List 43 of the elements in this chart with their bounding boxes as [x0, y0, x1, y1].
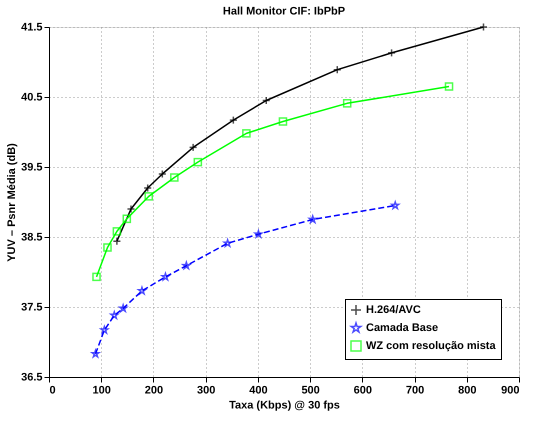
x-tick-label: 100: [92, 384, 111, 396]
point: [92, 272, 101, 282]
x-tick-label: 200: [144, 384, 164, 396]
x-tick-label: 400: [249, 384, 268, 396]
y-axis-title: YUV – Psnr Média (dB): [6, 142, 18, 262]
point: [242, 129, 251, 138]
point: [229, 116, 238, 124]
y-tick-label: 38.5: [21, 232, 42, 244]
x-tick-label: 500: [301, 384, 320, 396]
x-tick-label: 700: [406, 384, 424, 396]
point: [262, 96, 271, 105]
point: [342, 99, 352, 108]
y-tick-label: 37.5: [21, 302, 42, 314]
point: [194, 158, 202, 166]
chart-title: Hall Monitor CIF: IbPbP: [222, 5, 346, 18]
point: [332, 65, 342, 74]
y-tick-label: 39.5: [21, 162, 42, 174]
point: [479, 22, 488, 32]
point: [144, 192, 154, 201]
x-tick-label: 900: [501, 384, 520, 396]
legend-label: H.264/AVC: [366, 304, 421, 316]
point: [143, 184, 152, 192]
x-tick-label: 600: [354, 384, 372, 396]
point: [112, 236, 122, 246]
y-tick-label: 36.5: [21, 372, 42, 384]
point: [170, 173, 179, 182]
x-tick-label: 800: [458, 384, 476, 396]
x-tick-label: 0: [50, 384, 56, 396]
point: [188, 143, 198, 152]
point: [444, 82, 454, 91]
point: [122, 214, 132, 224]
x-axis-title: Taxa (Kbps) @ 30 fps: [229, 400, 340, 412]
y-tick-label: 41.5: [21, 22, 42, 34]
y-tick-label: 40.5: [21, 92, 42, 104]
x-tick-label: 300: [196, 384, 216, 396]
legend-label: WZ com resolução mista: [366, 340, 496, 352]
legend-label: Camada Base: [366, 322, 438, 334]
point: [103, 243, 112, 252]
point: [278, 117, 288, 126]
point: [158, 170, 167, 178]
point: [112, 227, 122, 236]
point: [126, 204, 136, 214]
point: [387, 48, 396, 58]
